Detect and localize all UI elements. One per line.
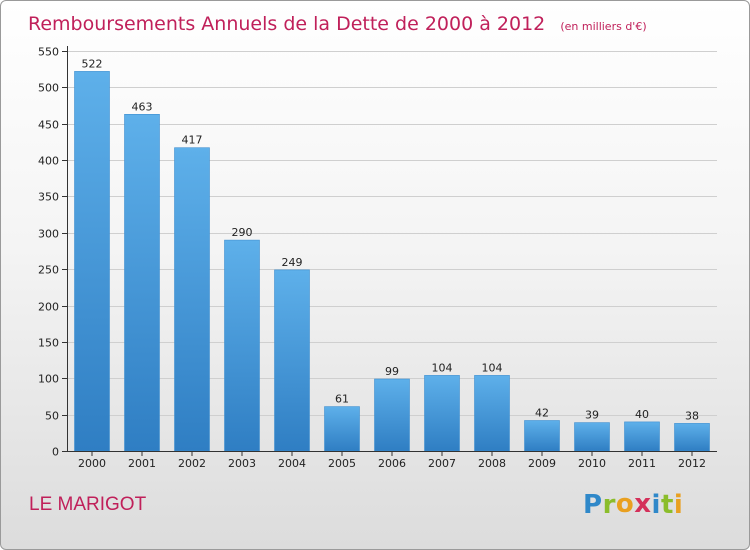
- data-label: 40: [635, 408, 649, 421]
- x-tick-label: 2007: [428, 457, 456, 470]
- y-tick-label: 150: [38, 337, 59, 350]
- bar: [224, 239, 260, 452]
- chart-title-unit: (en milliers d'€): [560, 20, 646, 33]
- bar: [374, 378, 410, 452]
- logo-letter: t: [660, 490, 674, 520]
- x-tick-label: 2000: [78, 457, 106, 470]
- commune-name: LE MARIGOT: [29, 494, 147, 515]
- data-label: 290: [232, 226, 253, 239]
- data-label: 104: [482, 361, 503, 374]
- bar: [424, 375, 460, 452]
- y-tick-label: 0: [52, 446, 59, 459]
- x-tick-label: 2001: [128, 457, 156, 470]
- bar: [324, 406, 360, 452]
- x-tick-label: 2008: [478, 457, 506, 470]
- y-tick-label: 300: [38, 228, 59, 241]
- bar: [624, 421, 660, 452]
- chart-title-main: Remboursements Annuels de la Dette de 20…: [28, 13, 545, 35]
- y-tick-label: 400: [38, 155, 59, 168]
- x-tick-label: 2006: [378, 457, 406, 470]
- data-label: 61: [335, 393, 349, 406]
- bar: [74, 71, 110, 452]
- data-label: 39: [585, 409, 599, 422]
- chart-title: Remboursements Annuels de la Dette de 20…: [28, 13, 647, 35]
- data-label: 99: [385, 365, 399, 378]
- logo-letter: r: [602, 490, 616, 520]
- bar: [174, 147, 210, 452]
- x-tick-label: 2012: [678, 457, 706, 470]
- x-tick-label: 2004: [278, 457, 306, 470]
- y-tick-label: 350: [38, 191, 59, 204]
- x-tick-label: 2009: [528, 457, 556, 470]
- logo-letter: P: [583, 490, 603, 520]
- y-tick-label: 250: [38, 264, 59, 277]
- proxiti-logo: Proxiti: [583, 489, 684, 520]
- bar: [524, 420, 560, 452]
- y-tick-label: 450: [38, 119, 59, 132]
- data-label: 104: [432, 361, 453, 374]
- data-label: 522: [82, 57, 103, 70]
- x-tick-label: 2005: [328, 457, 356, 470]
- bar: [674, 423, 710, 452]
- y-tick-label: 550: [38, 46, 59, 59]
- y-tick-label: 500: [38, 82, 59, 95]
- data-label: 249: [282, 256, 303, 269]
- x-tick-label: 2010: [578, 457, 606, 470]
- axes: [62, 46, 717, 456]
- bar: [274, 269, 310, 452]
- x-tick-label: 2002: [178, 457, 206, 470]
- labels: 0 50 100 150 200 250 300 350 400 450 500 550 522 2000…: [38, 46, 706, 471]
- data-label: 42: [535, 407, 549, 420]
- bars: [74, 71, 710, 452]
- y-tick-label: 50: [45, 410, 59, 423]
- data-label: 38: [685, 409, 699, 422]
- data-label: 417: [182, 134, 203, 147]
- data-label: 463: [132, 100, 153, 113]
- gridlines: [67, 51, 717, 416]
- logo-letter: i: [651, 490, 661, 520]
- bar: [474, 375, 510, 452]
- y-tick-label: 100: [38, 373, 59, 386]
- logo-letter: i: [673, 490, 684, 520]
- x-tick-label: 2003: [228, 457, 256, 470]
- bar: [574, 422, 610, 452]
- bar: [124, 114, 160, 452]
- logo-letter: o: [615, 489, 635, 519]
- y-tick-label: 200: [38, 301, 59, 314]
- x-tick-label: 2011: [628, 457, 656, 470]
- logo-letter: x: [634, 489, 652, 519]
